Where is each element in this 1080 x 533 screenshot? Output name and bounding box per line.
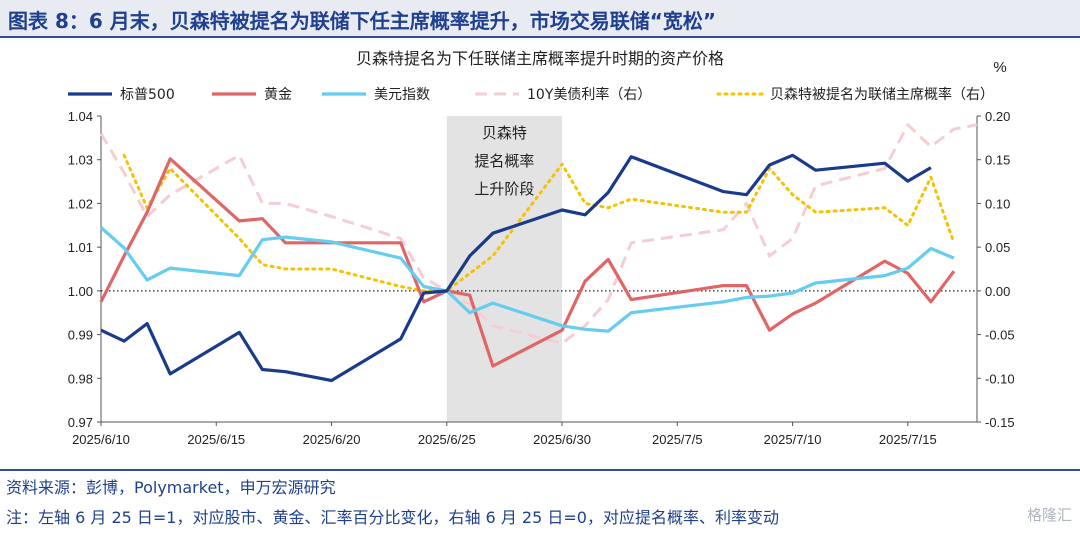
y-tick-label: 1.01 — [68, 240, 93, 255]
legend-label: 标普500 — [120, 87, 175, 103]
chart-title: 贝森特提名为下任联储主席概率提升时期的资产价格 — [356, 49, 724, 68]
watermark: 格隆汇 — [1026, 506, 1072, 524]
series-group — [99, 123, 978, 383]
shade-rect — [446, 116, 563, 422]
y2-tick-label: -0.15 — [985, 415, 1015, 430]
x-tick-label: 2025/6/30 — [533, 432, 591, 447]
header-rule — [0, 36, 1080, 38]
legend-label: 贝森特被提名为联储主席概率（右） — [770, 86, 994, 103]
footer-rule — [0, 469, 1080, 471]
x-tick-label: 2025/7/15 — [879, 432, 937, 447]
chart: 贝森特提名为下任联储主席概率提升时期的资产价格 % 标普500 黄金 美元指数 10Y… — [68, 49, 1015, 447]
y2-tick-label: 0.15 — [985, 153, 1010, 168]
series-line-3 — [99, 123, 978, 345]
figure-title: 图表 8：6 月末，贝森特被提名为联储下任主席概率提升，市场交易联储“宽松” — [8, 9, 717, 33]
y-tick-label: 1.03 — [68, 153, 93, 168]
shade-label: 上升阶段 — [474, 180, 534, 198]
shade-label: 贝森特 — [482, 124, 527, 142]
header-bar: 图表 8：6 月末，贝森特被提名为联储下任主席概率提升，市场交易联储“宽松” — [0, 0, 1080, 36]
y2-tick-label: 0.20 — [985, 109, 1010, 124]
series-line-1 — [99, 157, 956, 368]
x-tick-label: 2025/6/15 — [187, 432, 245, 447]
y2-tick-label: -0.05 — [985, 328, 1015, 343]
x-tick-label: 2025/7/10 — [764, 432, 822, 447]
y2-tick-label: 0.00 — [985, 284, 1010, 299]
shade-label: 提名概率 — [474, 152, 534, 170]
x-tick-label: 2025/6/25 — [418, 432, 476, 447]
y-tick-label: 1.00 — [68, 284, 93, 299]
y-tick-label: 0.98 — [68, 371, 93, 386]
series-line-0 — [100, 153, 932, 383]
source-note: 资料来源：彭博，Polymarket，申万宏源研究 — [6, 478, 336, 497]
y-tick-label: 1.02 — [68, 196, 93, 211]
x-tick-label: 2025/6/10 — [72, 432, 130, 447]
y2-tick-label: -0.10 — [985, 371, 1015, 386]
y2-tick-label: 0.05 — [985, 240, 1010, 255]
x-tick-label: 2025/7/5 — [652, 432, 703, 447]
legend: 标普500 黄金 美元指数 10Y美债利率（右） 贝森特被提名为联储主席概率（右） — [68, 86, 994, 103]
series-line-2 — [99, 226, 955, 333]
y-tick-label: 1.04 — [68, 109, 93, 124]
right-axis-unit: % — [993, 59, 1006, 76]
series-line-4 — [122, 153, 956, 293]
legend-label: 10Y美债利率（右） — [527, 86, 651, 103]
legend-label: 美元指数 — [374, 87, 430, 103]
y2-tick-label: 0.10 — [985, 196, 1010, 211]
axes: 1.04 1.03 1.02 1.01 1.00 0.99 0.98 0.97 0.20 0.15… — [68, 109, 1015, 447]
axis-note: 注：左轴 6 月 25 日=1，对应股市、黄金、汇率百分比变化，右轴 6 月 2… — [6, 508, 779, 527]
legend-label: 黄金 — [264, 86, 292, 103]
x-tick-label: 2025/6/20 — [303, 432, 361, 447]
y-tick-label: 0.99 — [68, 328, 93, 343]
y-tick-label: 0.97 — [68, 415, 93, 430]
